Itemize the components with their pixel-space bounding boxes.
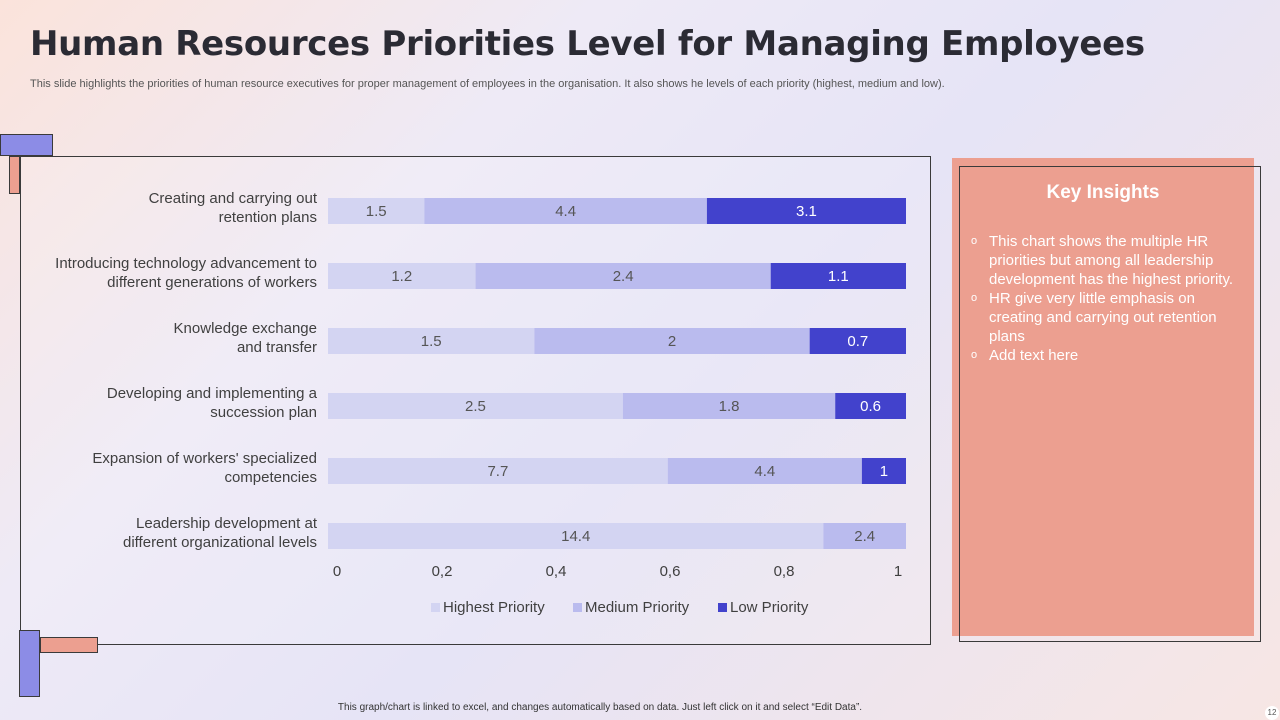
data-label: 1.8 (719, 398, 740, 415)
bar-segment (809, 328, 906, 354)
deco-purple-rect-bottom (19, 630, 40, 697)
category-label: Leadership development at (136, 515, 318, 532)
insight-item: o Add text here (969, 346, 1237, 365)
category-label: and transfer (237, 339, 317, 356)
circle-bullet-icon: o (971, 235, 978, 247)
x-tick-label: 0,8 (774, 563, 795, 580)
bar-segment (328, 263, 476, 289)
deco-salmon-rect-bottom (40, 637, 98, 653)
key-insights-title: Key Insights (1046, 182, 1160, 203)
data-label: 2.5 (465, 398, 486, 415)
x-tick-label: 0,4 (546, 563, 567, 580)
data-label: 1.1 (828, 268, 849, 285)
data-label: 14.4 (561, 528, 590, 545)
category-label: Developing and implementing a (107, 385, 318, 402)
circle-bullet-icon: o (971, 292, 978, 304)
slide-subtitle: This slide highlights the priorities of … (30, 78, 945, 90)
key-insights-list: o This chart shows the multiple HR priori… (969, 232, 1237, 365)
legend-swatch (573, 603, 582, 612)
key-insights-outline (959, 166, 1261, 642)
footer-note: This graph/chart is linked to excel, and… (337, 702, 863, 713)
bar-segment (424, 198, 707, 224)
insight-item: o HR give very little emphasis on creatin… (969, 289, 1237, 346)
insight-text: HR give very little emphasis on creating… (989, 290, 1217, 345)
category-label: Introducing technology advancement to (55, 255, 317, 272)
insight-text: Add text here (989, 347, 1079, 364)
deco-purple-rect-top (0, 134, 53, 156)
data-label: 3.1 (796, 203, 817, 220)
category-label: competencies (224, 469, 317, 486)
bar-segment (667, 458, 862, 484)
bar-segment (861, 458, 906, 484)
bar-segment (770, 263, 906, 289)
x-tick-label: 0,6 (660, 563, 681, 580)
legend-swatch (718, 603, 727, 612)
bar-segment (706, 198, 906, 224)
bar-segment (835, 393, 906, 419)
data-label: 4.4 (754, 463, 775, 480)
legend-label: Medium Priority (585, 599, 690, 616)
deco-salmon-rect-top (9, 156, 20, 194)
category-label: Knowledge exchange (174, 320, 317, 337)
data-label: 0.6 (860, 398, 881, 415)
x-tick-label: 0 (333, 563, 341, 580)
x-tick-label: 1 (894, 563, 902, 580)
data-label: 7.7 (487, 463, 508, 480)
data-label: 4.4 (555, 203, 576, 220)
data-label: 0.7 (847, 333, 868, 350)
data-label: 1.2 (391, 268, 412, 285)
category-label: different organizational levels (123, 534, 317, 551)
legend-label: Low Priority (730, 599, 809, 616)
circle-bullet-icon: o (971, 349, 978, 361)
x-tick-label: 0,2 (432, 563, 453, 580)
bar-segment (328, 328, 535, 354)
data-label: 1.5 (421, 333, 442, 350)
chart-panel: 1.5 4.4 3.1 Creating and carrying out retent… (20, 156, 931, 645)
category-label: Expansion of workers' specialized (92, 450, 317, 467)
category-label: different generations of workers (107, 274, 317, 291)
data-label: 1 (880, 463, 888, 480)
bar-segment (328, 393, 623, 419)
page-number: 12 (1265, 706, 1279, 720)
insight-item: o This chart shows the multiple HR priori… (969, 232, 1237, 289)
category-label: succession plan (210, 404, 317, 421)
stacked-bar-chart: 1.5 4.4 3.1 Creating and carrying out retent… (55, 190, 906, 616)
bar-segment (475, 263, 771, 289)
bar-segment (534, 328, 810, 354)
bar-segment (823, 523, 906, 549)
legend-swatch (431, 603, 440, 612)
data-label: 1.5 (366, 203, 387, 220)
slide-title: Human Resources Priorities Level for Man… (30, 24, 1145, 64)
bar-segment (622, 393, 836, 419)
bar-segment (328, 523, 824, 549)
category-label: retention plans (219, 209, 317, 226)
data-label: 2.4 (613, 268, 634, 285)
legend-label: Highest Priority (443, 599, 545, 616)
key-insights-panel (952, 158, 1254, 636)
bar-segment (328, 458, 668, 484)
insight-text: This chart shows the multiple HR priorit… (989, 233, 1234, 288)
data-label: 2 (668, 333, 676, 350)
bar-segment (328, 198, 425, 224)
data-label: 2.4 (854, 528, 875, 545)
category-label: Creating and carrying out (149, 190, 318, 207)
